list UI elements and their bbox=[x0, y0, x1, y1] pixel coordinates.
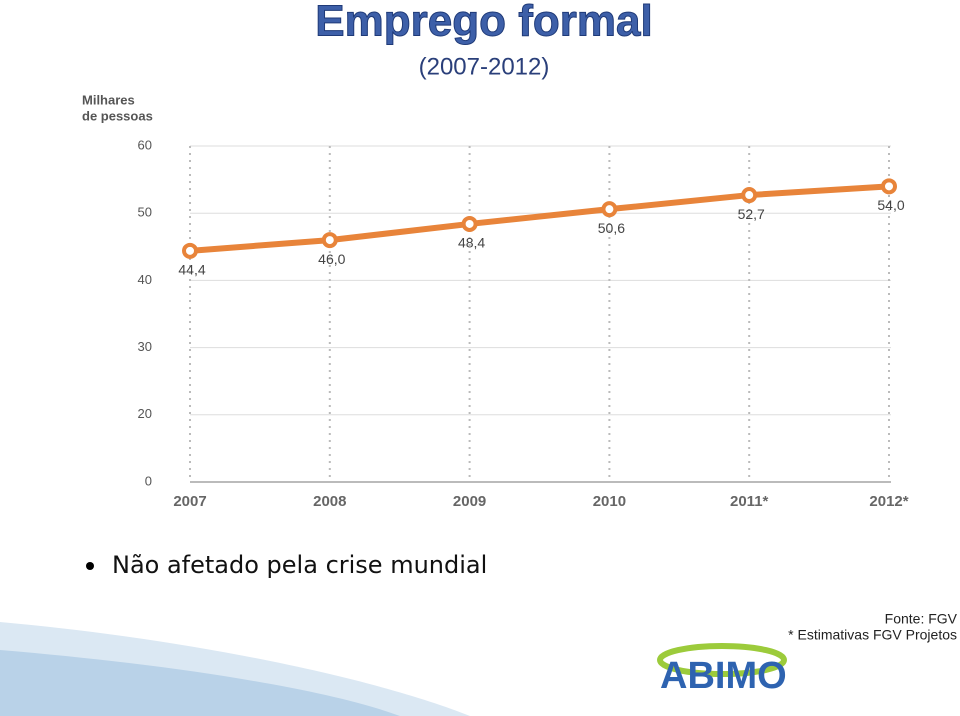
logo: ABIMO bbox=[660, 655, 787, 697]
marker bbox=[601, 201, 618, 218]
data-label: 44,4 bbox=[178, 262, 205, 278]
y-tick-label: 60 bbox=[138, 137, 152, 152]
y-tick-label: 40 bbox=[138, 272, 152, 287]
source-note: * Estimativas FGV Projetos bbox=[788, 627, 957, 643]
x-tick-label: 2008 bbox=[313, 493, 346, 510]
marker bbox=[182, 242, 198, 259]
data-label: 54,0 bbox=[877, 197, 904, 213]
x-tick-label: 2012* bbox=[869, 493, 908, 510]
x-tick-label: 2009 bbox=[453, 493, 486, 510]
swoosh bbox=[0, 650, 400, 716]
source-note: Fonte: FGV bbox=[885, 611, 958, 627]
logo-swoosh bbox=[657, 643, 787, 677]
marker bbox=[461, 215, 478, 232]
bullet-text: Não afetado pela crise mundial bbox=[112, 551, 487, 579]
line bbox=[189, 183, 890, 254]
y-axis-label: Milhares bbox=[82, 92, 135, 107]
data-label: 48,4 bbox=[458, 235, 485, 251]
x-tick-label: 2011* bbox=[730, 493, 769, 510]
chart-title: Emprego formal bbox=[315, 0, 652, 46]
y-tick-label: 0 bbox=[145, 473, 152, 488]
data-label: 46,0 bbox=[318, 251, 345, 267]
marker bbox=[881, 178, 897, 195]
data-label: 52,7 bbox=[738, 206, 765, 222]
bullet-dot bbox=[86, 562, 94, 570]
y-axis-label: de pessoas bbox=[82, 108, 153, 123]
y-tick-label: 30 bbox=[138, 339, 152, 354]
marker bbox=[741, 187, 758, 204]
data-label: 50,6 bbox=[598, 220, 625, 236]
y-tick-label: 20 bbox=[138, 406, 152, 421]
chart-subtitle: (2007-2012) bbox=[419, 53, 550, 80]
marker bbox=[321, 232, 338, 249]
x-tick-label: 2010 bbox=[593, 493, 626, 510]
y-tick-label: 50 bbox=[138, 205, 152, 220]
x-tick-label: 2007 bbox=[173, 493, 206, 510]
